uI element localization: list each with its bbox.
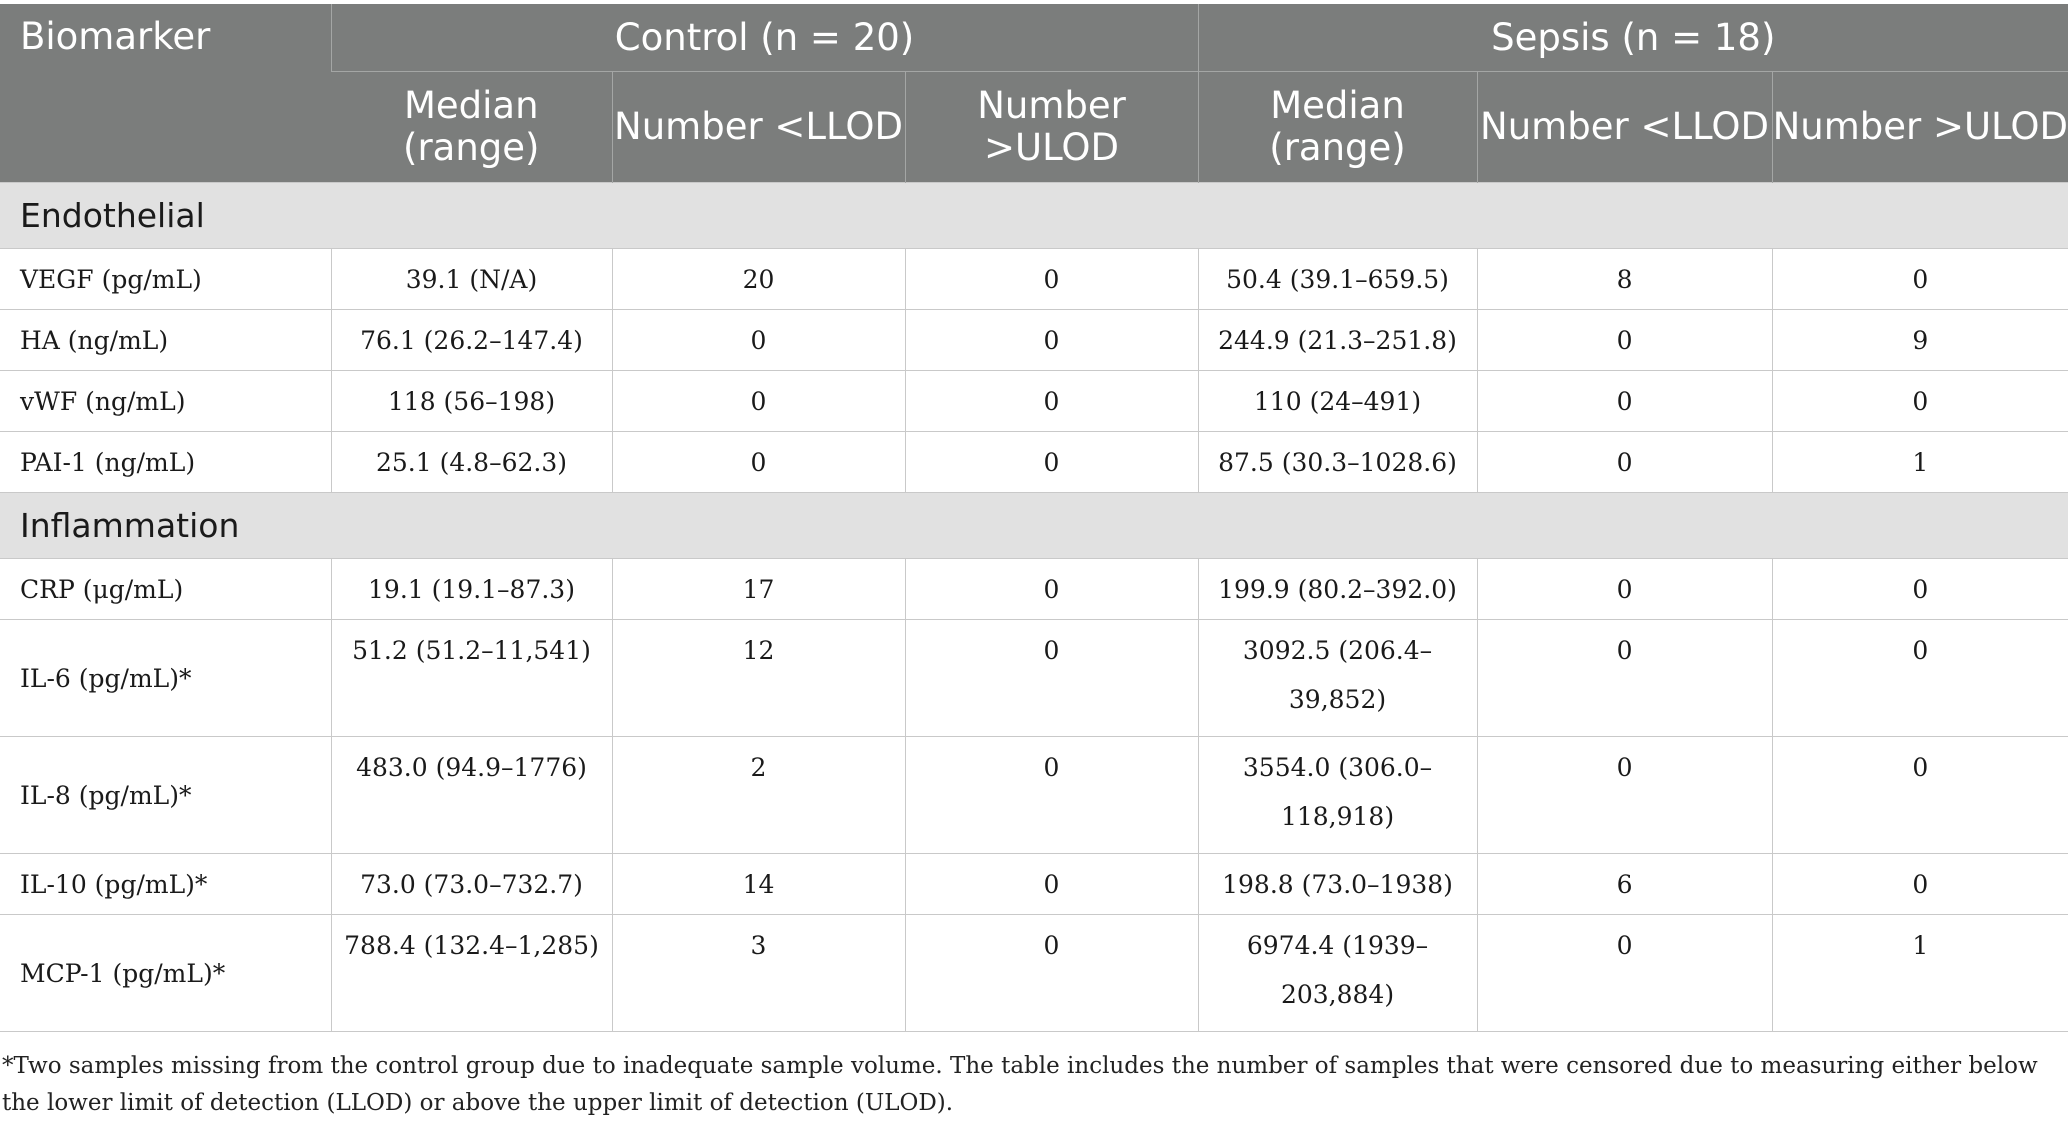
sepsis-ulod-cell: 0 bbox=[1771, 853, 2068, 915]
biomarker-cell: IL-6 (pg/mL)* bbox=[0, 619, 332, 737]
control-llod-cell: 0 bbox=[611, 370, 906, 432]
control-median-cell: 483.0 (94.9–1776) bbox=[330, 736, 613, 854]
table-row: CRP (μg/mL) 19.1 (19.1–87.3) 17 0 199.9 … bbox=[0, 558, 2068, 620]
sepsis-llod-cell: 0 bbox=[1476, 619, 1773, 737]
sepsis-llod-cell: 0 bbox=[1476, 558, 1773, 620]
biomarker-cell: PAI-1 (ng/mL) bbox=[0, 431, 332, 493]
table-row: MCP-1 (pg/mL)* 788.4 (132.4–1,285) 3 0 6… bbox=[0, 914, 2068, 1032]
control-median-cell: 51.2 (51.2–11,541) bbox=[330, 619, 613, 737]
sepsis-median-cell: 110 (24–491) bbox=[1197, 370, 1478, 432]
control-llod-cell: 20 bbox=[611, 248, 906, 310]
biomarker-cell: HA (ng/mL) bbox=[0, 309, 332, 371]
control-llod-cell: 3 bbox=[611, 914, 906, 1032]
sepsis-llod-header: Number <LLOD bbox=[1476, 71, 1773, 183]
sepsis-ulod-cell: 9 bbox=[1771, 309, 2068, 371]
sepsis-ulod-cell: 1 bbox=[1771, 914, 2068, 1032]
biomarker-cell: MCP-1 (pg/mL)* bbox=[0, 914, 332, 1032]
control-group-header: Control (n = 20) bbox=[330, 4, 1199, 72]
biomarker-header: Biomarker bbox=[0, 4, 331, 183]
control-ulod-header: Number >ULOD bbox=[904, 71, 1199, 183]
sepsis-llod-cell: 0 bbox=[1476, 914, 1773, 1032]
table-footnote: *Two samples missing from the control gr… bbox=[2, 1053, 2038, 1116]
control-median-cell: 19.1 (19.1–87.3) bbox=[330, 558, 613, 620]
table-row: vWF (ng/mL) 118 (56–198) 0 0 110 (24–491… bbox=[0, 370, 2068, 432]
biomarker-cell: IL-8 (pg/mL)* bbox=[0, 736, 332, 854]
sepsis-median-cell: 6974.4 (1939–203,884) bbox=[1197, 914, 1478, 1032]
sepsis-ulod-cell: 0 bbox=[1771, 248, 2068, 310]
biomarker-table-container: Biomarker Control (n = 20) Sepsis (n = 1… bbox=[0, 4, 2068, 1032]
control-median-cell: 76.1 (26.2–147.4) bbox=[330, 309, 613, 371]
control-llod-cell: 17 bbox=[611, 558, 906, 620]
section-inflammation: Inflammation bbox=[0, 492, 2068, 559]
table-row: PAI-1 (ng/mL) 25.1 (4.8–62.3) 0 0 87.5 (… bbox=[0, 431, 2068, 493]
control-ulod-cell: 0 bbox=[904, 558, 1199, 620]
control-ulod-cell: 0 bbox=[904, 370, 1199, 432]
control-ulod-cell: 0 bbox=[904, 736, 1199, 854]
control-median-cell: 118 (56–198) bbox=[330, 370, 613, 432]
control-llod-cell: 14 bbox=[611, 853, 906, 915]
control-ulod-cell: 0 bbox=[904, 619, 1199, 737]
sepsis-median-header: Median (range) bbox=[1197, 71, 1478, 183]
control-median-cell: 788.4 (132.4–1,285) bbox=[330, 914, 613, 1032]
table-row: IL-8 (pg/mL)* 483.0 (94.9–1776) 2 0 3554… bbox=[0, 736, 2068, 854]
control-llod-cell: 0 bbox=[611, 431, 906, 493]
sepsis-llod-cell: 8 bbox=[1476, 248, 1773, 310]
biomarker-cell: vWF (ng/mL) bbox=[0, 370, 332, 432]
control-ulod-cell: 0 bbox=[904, 309, 1199, 371]
sepsis-ulod-cell: 0 bbox=[1771, 370, 2068, 432]
sepsis-ulod-cell: 1 bbox=[1771, 431, 2068, 493]
table-row: HA (ng/mL) 76.1 (26.2–147.4) 0 0 244.9 (… bbox=[0, 309, 2068, 371]
section-label: Endothelial bbox=[0, 182, 2068, 249]
control-llod-cell: 2 bbox=[611, 736, 906, 854]
sepsis-median-cell: 199.9 (80.2–392.0) bbox=[1197, 558, 1478, 620]
table-row: VEGF (pg/mL) 39.1 (N/A) 20 0 50.4 (39.1–… bbox=[0, 248, 2068, 310]
sepsis-llod-cell: 6 bbox=[1476, 853, 1773, 915]
sepsis-llod-cell: 0 bbox=[1476, 370, 1773, 432]
control-llod-cell: 0 bbox=[611, 309, 906, 371]
table-row: IL-6 (pg/mL)* 51.2 (51.2–11,541) 12 0 30… bbox=[0, 619, 2068, 737]
sepsis-ulod-header: Number >ULOD bbox=[1771, 71, 2068, 183]
control-ulod-cell: 0 bbox=[904, 431, 1199, 493]
biomarker-cell: VEGF (pg/mL) bbox=[0, 248, 332, 310]
sepsis-llod-cell: 0 bbox=[1476, 736, 1773, 854]
control-llod-header: Number <LLOD bbox=[611, 71, 905, 183]
control-llod-cell: 12 bbox=[611, 619, 906, 737]
sepsis-median-cell: 50.4 (39.1–659.5) bbox=[1197, 248, 1478, 310]
section-label: Inflammation bbox=[0, 492, 2068, 559]
sepsis-ulod-cell: 0 bbox=[1771, 736, 2068, 854]
section-endothelial: Endothelial bbox=[0, 182, 2068, 249]
control-median-header: Median (range) bbox=[331, 71, 612, 183]
sepsis-llod-cell: 0 bbox=[1476, 309, 1773, 371]
sepsis-ulod-cell: 0 bbox=[1771, 558, 2068, 620]
sepsis-median-cell: 244.9 (21.3–251.8) bbox=[1197, 309, 1478, 371]
biomarker-cell: CRP (μg/mL) bbox=[0, 558, 332, 620]
control-median-cell: 25.1 (4.8–62.3) bbox=[330, 431, 613, 493]
sepsis-group-header: Sepsis (n = 18) bbox=[1197, 4, 2068, 72]
sepsis-ulod-cell: 0 bbox=[1771, 619, 2068, 737]
sepsis-median-cell: 87.5 (30.3–1028.6) bbox=[1197, 431, 1478, 493]
control-ulod-cell: 0 bbox=[904, 914, 1199, 1032]
table-row: IL-10 (pg/mL)* 73.0 (73.0–732.7) 14 0 19… bbox=[0, 853, 2068, 915]
control-ulod-cell: 0 bbox=[904, 853, 1199, 915]
control-median-cell: 39.1 (N/A) bbox=[330, 248, 613, 310]
control-median-cell: 73.0 (73.0–732.7) bbox=[330, 853, 613, 915]
sepsis-llod-cell: 0 bbox=[1476, 431, 1773, 493]
sepsis-median-cell: 3554.0 (306.0–118,918) bbox=[1197, 736, 1478, 854]
biomarker-cell: IL-10 (pg/mL)* bbox=[0, 853, 332, 915]
sepsis-median-cell: 3092.5 (206.4–39,852) bbox=[1197, 619, 1478, 737]
biomarker-table: Biomarker Control (n = 20) Sepsis (n = 1… bbox=[0, 4, 2068, 1032]
sepsis-median-cell: 198.8 (73.0–1938) bbox=[1197, 853, 1478, 915]
control-ulod-cell: 0 bbox=[904, 248, 1199, 310]
